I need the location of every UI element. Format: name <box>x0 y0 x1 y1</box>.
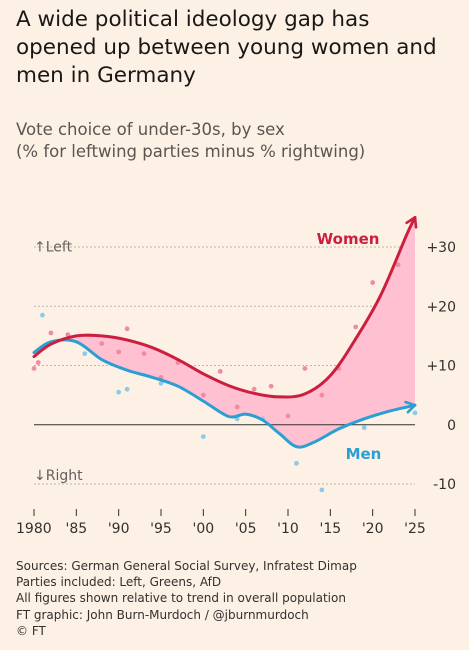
chart-title: A wide political ideology gap has opened… <box>16 7 437 88</box>
women-data-point <box>116 349 122 355</box>
x-tick-label: '25 <box>404 521 426 537</box>
women-data-point <box>141 351 147 357</box>
men-data-point <box>116 389 122 395</box>
left-annotation: ↑Left <box>34 240 73 256</box>
men-data-point <box>158 380 164 386</box>
chart-subtitle: Vote choice of under-30s, by sex (% for … <box>16 119 456 163</box>
women-data-point <box>353 324 359 330</box>
women-data-point <box>234 404 240 410</box>
footer-parties: Parties included: Left, Greens, AfD <box>16 575 222 590</box>
right-annotation: ↓Right <box>34 468 83 484</box>
women-data-point <box>48 330 54 336</box>
y-tick-label: -10 <box>433 477 456 493</box>
men-series-label: Men <box>346 445 382 463</box>
footer-copyright: © FT <box>16 623 46 638</box>
x-tick-label: '95 <box>150 521 172 537</box>
footer-credit: FT graphic: John Burn-Murdoch / @jburnmu… <box>16 607 309 622</box>
women-data-point <box>99 341 105 346</box>
women-data-point <box>251 386 257 392</box>
women-data-point <box>200 392 206 398</box>
women-trend-line <box>32 215 417 399</box>
subtitle-line: Vote choice of under-30s, by sex <box>16 120 285 139</box>
men-data-point <box>412 410 418 416</box>
women-data-point <box>285 413 291 419</box>
women-data-point <box>31 366 37 371</box>
footer-relative: All figures shown relative to trend in o… <box>16 591 346 606</box>
men-data-point <box>40 312 45 318</box>
x-tick-label: '05 <box>235 521 257 537</box>
x-tick-label: '10 <box>277 521 299 537</box>
x-tick-label: '15 <box>319 521 341 537</box>
women-data-point <box>319 392 325 398</box>
footer-sources: Sources: German General Social Survey, I… <box>16 559 357 573</box>
y-tick-label: +20 <box>426 299 456 315</box>
men-trend-line <box>32 338 417 449</box>
women-series-label: Women <box>317 230 380 248</box>
subtitle-line: (% for leftwing parties minus % rightwin… <box>16 142 366 161</box>
gap-area <box>34 217 415 448</box>
men-data-point <box>82 351 88 357</box>
men-data-point <box>319 487 325 493</box>
x-tick-label: '20 <box>362 521 384 537</box>
x-tick-label: '00 <box>192 521 214 537</box>
x-tick-label: '90 <box>108 521 130 537</box>
women-data-point <box>268 383 274 389</box>
men-data-point <box>124 386 130 392</box>
women-data-point <box>124 326 130 332</box>
women-data-point <box>302 366 308 371</box>
men-data-point <box>294 460 299 466</box>
women-data-point <box>217 369 223 374</box>
men-arrowhead <box>404 400 417 414</box>
women-data-point <box>370 280 376 285</box>
women-data-point <box>35 360 41 365</box>
women-arrowhead <box>405 216 418 229</box>
y-tick-label: +30 <box>426 240 456 256</box>
x-tick-label: '85 <box>65 521 87 537</box>
women-data-point <box>395 262 401 268</box>
chart-footer: Sources: German General Social Survey, I… <box>16 558 456 639</box>
x-tick-label: 1980 <box>16 521 52 537</box>
y-tick-label: 0 <box>447 418 456 434</box>
men-data-point <box>200 434 206 439</box>
men-data-point <box>361 425 367 431</box>
y-tick-label: +10 <box>426 359 456 375</box>
